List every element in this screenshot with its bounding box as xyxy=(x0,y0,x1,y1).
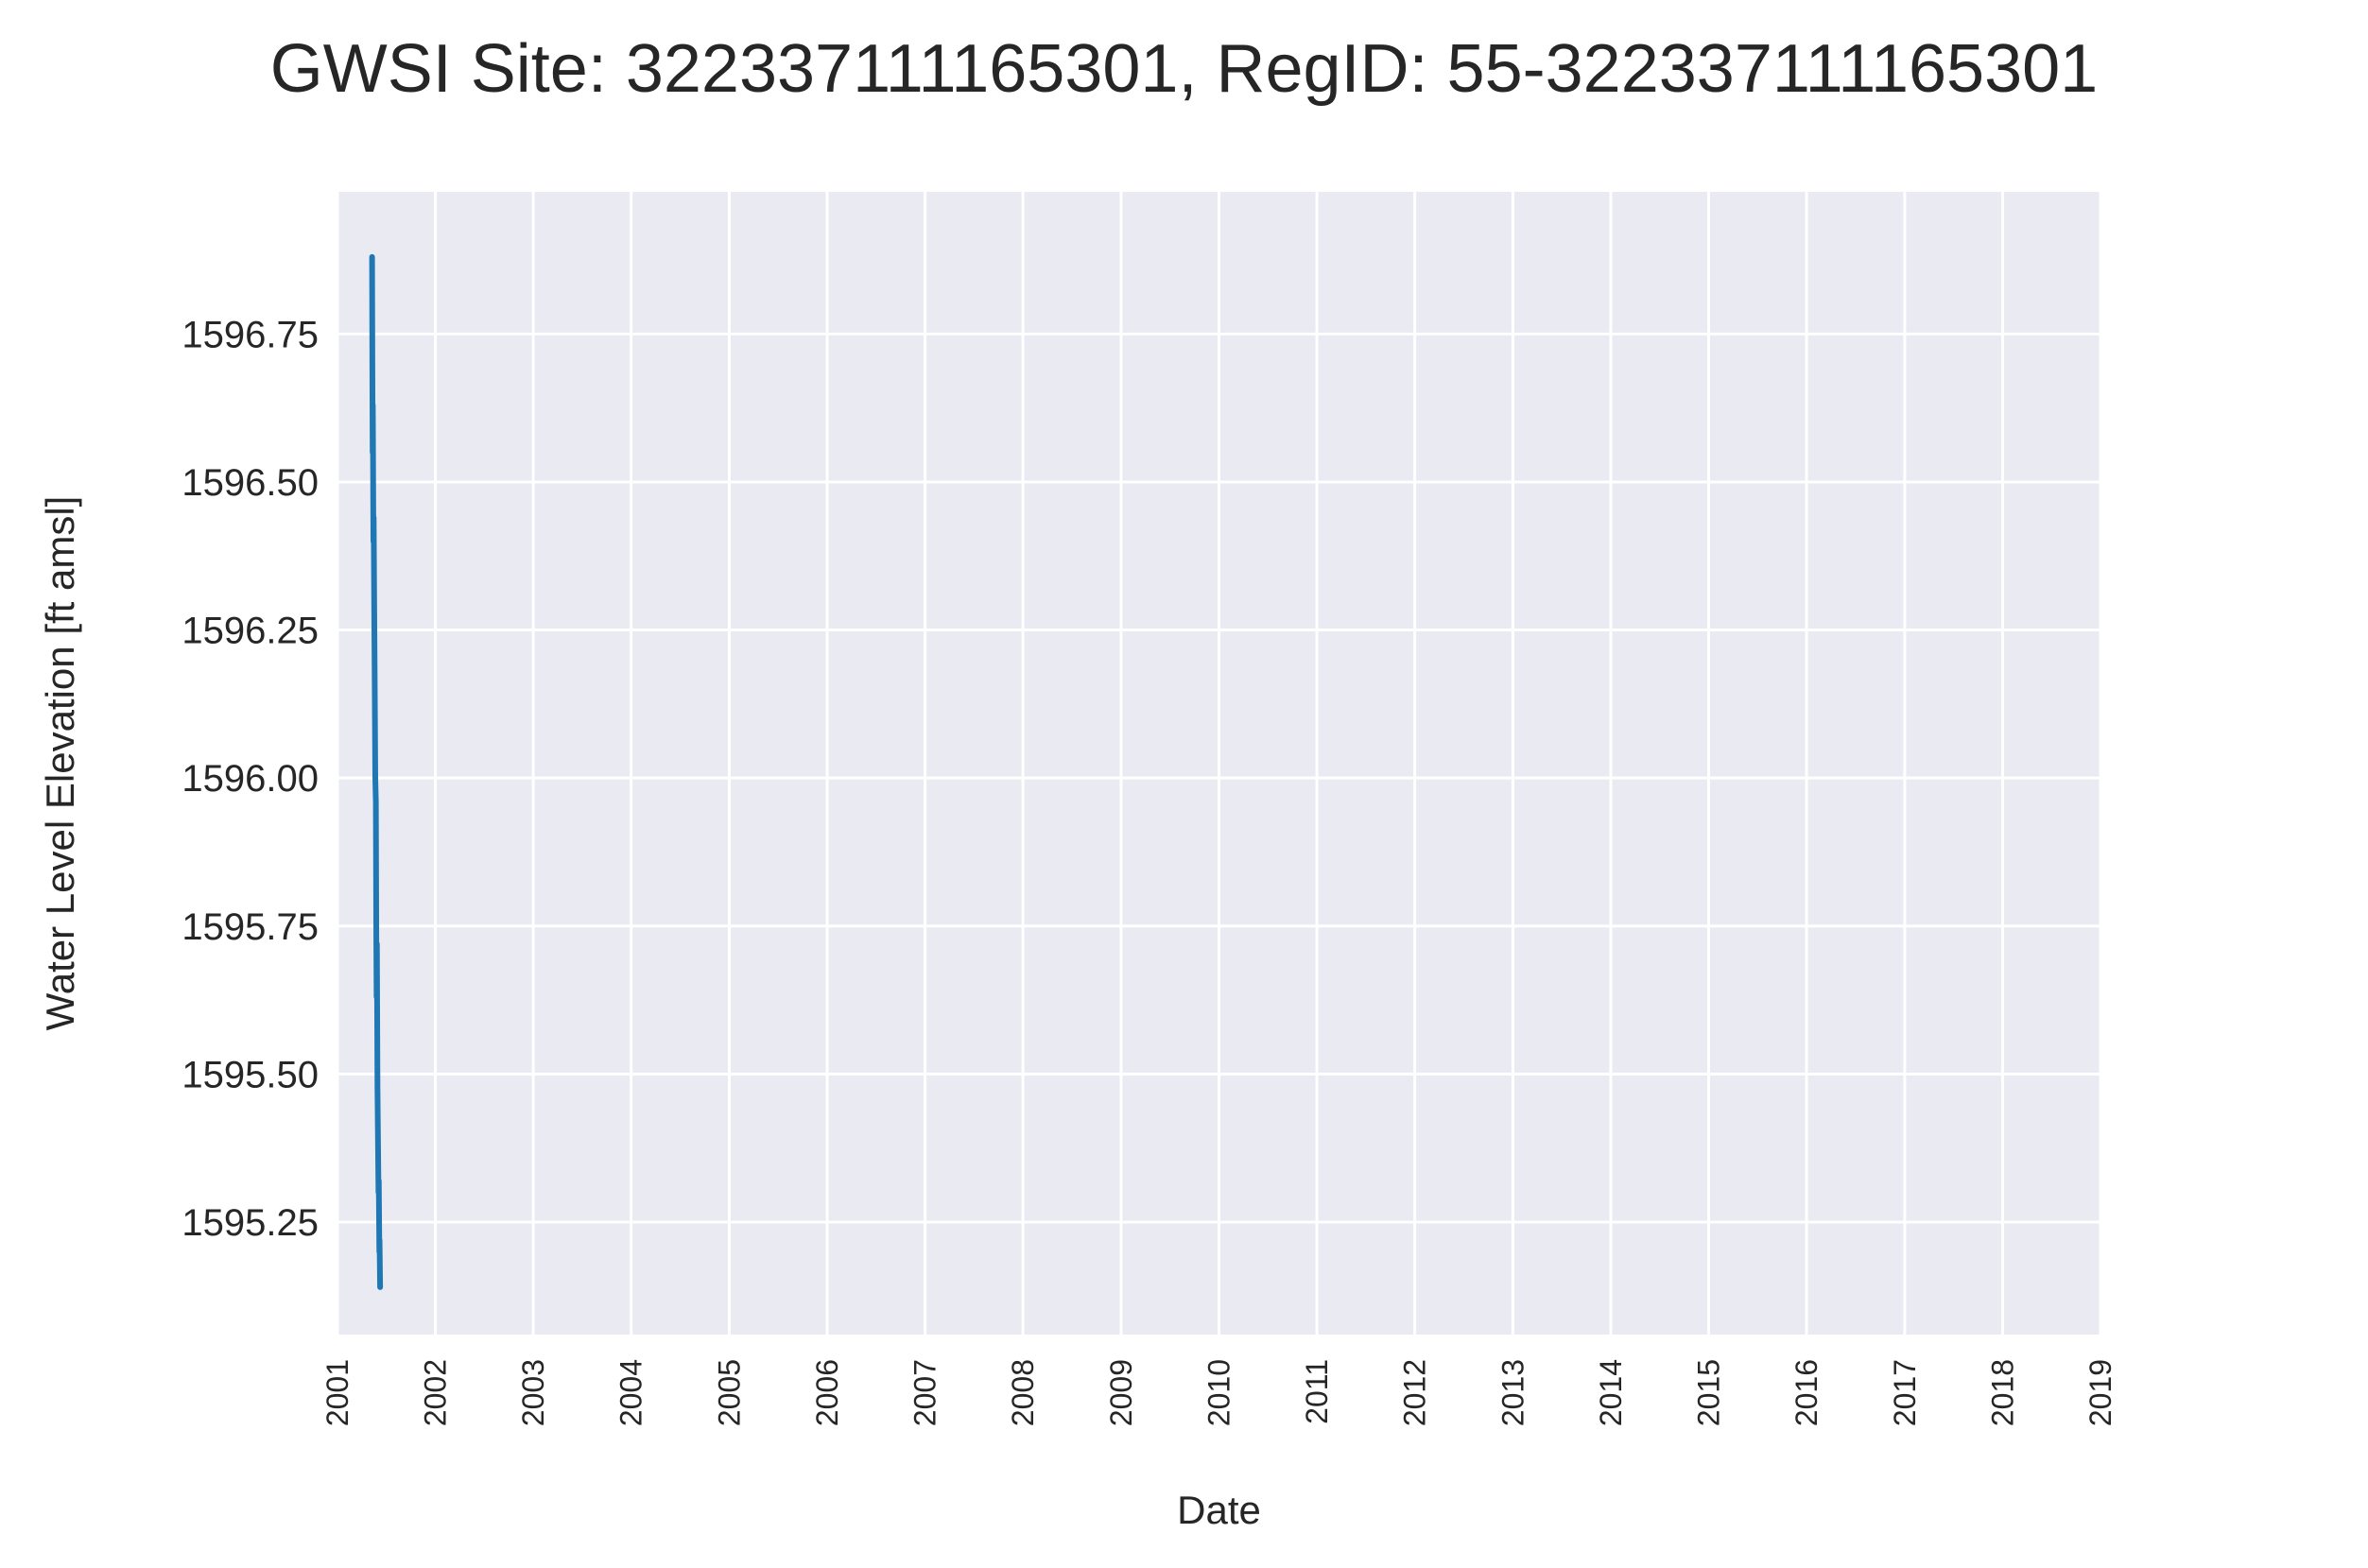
x-tick-label: 2002 xyxy=(419,1359,453,1426)
x-tick-label: 2009 xyxy=(1104,1359,1138,1426)
data-point xyxy=(371,451,374,455)
chart-title: GWSI Site: 322337111165301, RegID: 55-32… xyxy=(269,31,2099,107)
x-tick-label: 2018 xyxy=(1985,1359,2019,1426)
data-point xyxy=(372,516,375,520)
grid xyxy=(336,192,2102,1335)
data-point xyxy=(372,611,376,614)
x-tick-label: 2019 xyxy=(2083,1359,2117,1426)
y-axis-ticks: 1595.25 1595.50 1595.75 1596.00 1596.25 1596.… xyxy=(181,314,319,1244)
data-point xyxy=(372,681,376,685)
data-point xyxy=(376,1191,380,1195)
x-tick-label: 2011 xyxy=(1300,1359,1334,1424)
x-tick-label: 2008 xyxy=(1006,1359,1040,1426)
data-point xyxy=(377,1249,381,1253)
x-tick-label: 2005 xyxy=(712,1359,746,1426)
x-tick-label: 2013 xyxy=(1495,1359,1530,1426)
data-point xyxy=(375,1084,379,1088)
data-point xyxy=(371,255,374,259)
y-tick-label: 1596.25 xyxy=(181,611,319,652)
x-tick-label: 2007 xyxy=(908,1359,942,1426)
data-point xyxy=(374,800,378,803)
data-point xyxy=(378,1238,382,1242)
data-point xyxy=(374,995,378,999)
data-point xyxy=(371,404,374,407)
data-point xyxy=(375,942,379,946)
y-tick-label: 1595.50 xyxy=(181,1054,319,1095)
series-layer xyxy=(369,253,384,1290)
x-tick-label: 2003 xyxy=(516,1359,550,1426)
y-tick-label: 1595.75 xyxy=(181,906,319,948)
x-tick-label: 2014 xyxy=(1594,1359,1628,1426)
x-tick-label: 2006 xyxy=(810,1359,844,1426)
y-tick-label: 1595.25 xyxy=(181,1202,319,1244)
x-tick-label: 2016 xyxy=(1789,1359,1824,1426)
x-tick-label: 2015 xyxy=(1692,1359,1726,1426)
y-axis-label: Water Level Elevation [ft amsl] xyxy=(38,496,82,1031)
x-tick-label: 2004 xyxy=(614,1359,648,1426)
data-point xyxy=(378,1285,382,1289)
x-tick-label: 2010 xyxy=(1202,1359,1236,1426)
x-tick-label: 2017 xyxy=(1888,1359,1922,1426)
x-tick-label: 2012 xyxy=(1398,1359,1432,1426)
y-tick-label: 1596.00 xyxy=(181,758,319,800)
y-tick-label: 1596.75 xyxy=(181,314,319,355)
data-point xyxy=(372,540,375,543)
data-point xyxy=(373,776,377,780)
y-tick-label: 1596.50 xyxy=(181,462,319,504)
x-axis-label: Date xyxy=(1177,1488,1261,1532)
x-tick-label: 2001 xyxy=(320,1359,354,1426)
data-point xyxy=(371,362,374,366)
x-axis-ticks: 2001 2002 2003 2004 2005 2006 2007 2008 2009 2010… xyxy=(320,1359,2117,1426)
data-point xyxy=(377,1179,381,1182)
